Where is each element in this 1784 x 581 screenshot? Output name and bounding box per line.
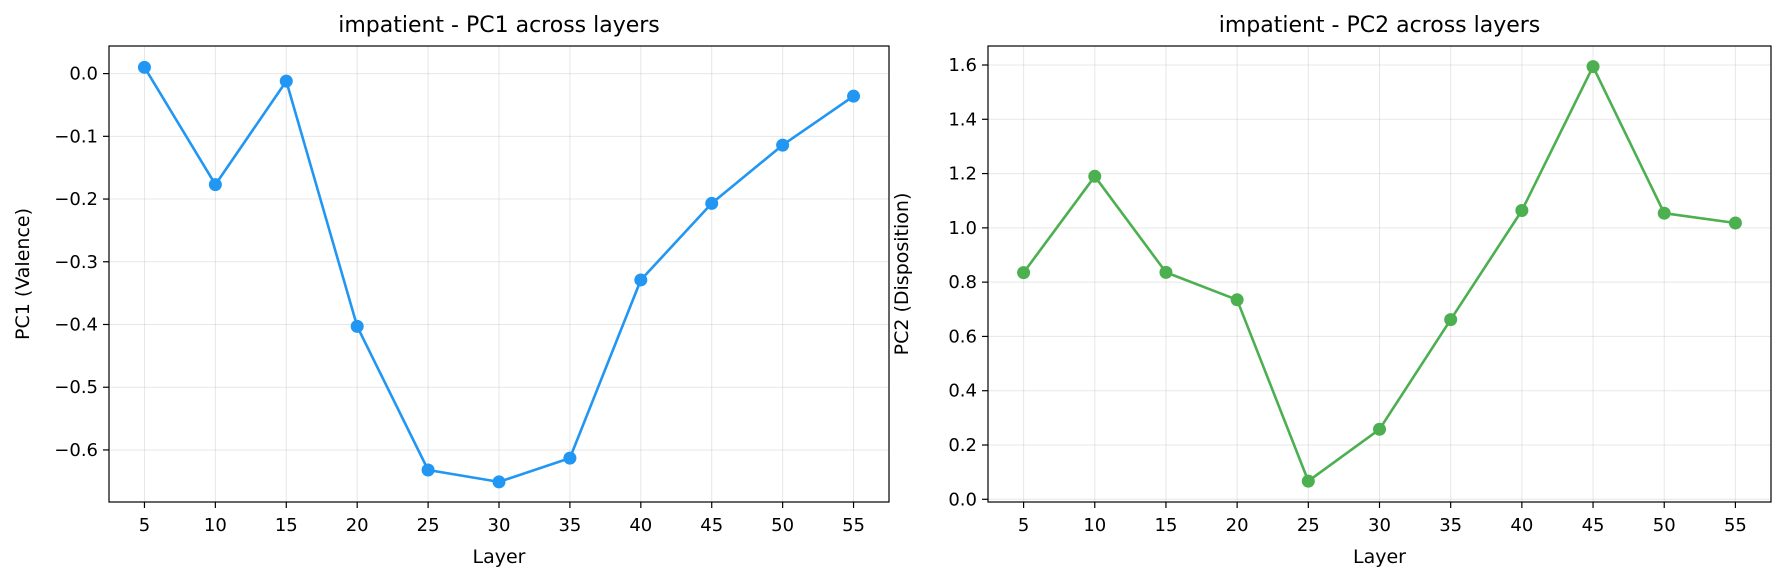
x-tick-label: 20 (346, 515, 369, 536)
x-tick-label: 25 (417, 515, 440, 536)
x-tick-label: 45 (700, 515, 723, 536)
y-tick-label: 0.6 (948, 326, 977, 347)
y-tick-label: −0.5 (54, 377, 98, 398)
x-tick-label: 5 (139, 515, 150, 536)
series-line (137, 60, 861, 489)
y-axis: 0.0 −0.1 −0.2 −0.3 −0.4 −0.5 −0.6 (54, 64, 109, 461)
y-tick-label: −0.6 (54, 440, 98, 461)
data-point (279, 74, 293, 88)
chart-panel-pc2: 5 10 15 20 25 30 35 40 45 50 55 0.0 0.2 0.4 0.6 0.8 1.0… (891, 13, 1772, 568)
x-axis: 5 10 15 20 25 30 35 40 45 50 55 (1018, 502, 1747, 536)
data-point (1017, 266, 1031, 280)
data-point (208, 178, 222, 192)
x-tick-label: 25 (1297, 515, 1320, 536)
data-point (1728, 216, 1742, 230)
x-tick-label: 35 (1439, 515, 1462, 536)
data-point (776, 138, 790, 152)
y-tick-label: −0.3 (54, 252, 98, 273)
x-tick-label: 55 (842, 515, 865, 536)
y-tick-label: 0.0 (69, 64, 98, 85)
x-tick-label: 10 (1083, 515, 1106, 536)
x-tick-label: 35 (558, 515, 581, 536)
data-point (705, 196, 719, 210)
data-point (563, 451, 577, 465)
y-tick-label: 0.4 (948, 381, 977, 402)
x-tick-label: 30 (488, 515, 511, 536)
x-tick-label: 40 (1510, 515, 1533, 536)
x-tick-label: 45 (1582, 515, 1605, 536)
y-axis-label: PC1 (Valence) (12, 208, 34, 340)
y-tick-label: 1.6 (948, 55, 977, 76)
y-tick-label: 0.0 (948, 489, 977, 510)
y-tick-label: 0.2 (948, 435, 977, 456)
y-tick-label: −0.2 (54, 189, 98, 210)
series-line (1017, 60, 1742, 488)
data-point (847, 89, 861, 103)
chart-title: impatient - PC2 across layers (1219, 13, 1541, 38)
x-tick-label: 30 (1368, 515, 1391, 536)
grid (988, 46, 1771, 502)
data-point (1444, 313, 1458, 327)
y-axis-label: PC2 (Disposition) (891, 193, 913, 356)
data-point (634, 273, 648, 287)
data-point (350, 319, 364, 333)
y-tick-label: 1.2 (948, 164, 977, 185)
chart-title: impatient - PC1 across layers (338, 13, 660, 38)
x-tick-label: 50 (1653, 515, 1676, 536)
data-point (1373, 422, 1386, 436)
y-tick-label: 1.0 (948, 218, 977, 239)
data-point (137, 60, 151, 74)
x-tick-label: 20 (1226, 515, 1249, 536)
x-tick-label: 5 (1018, 515, 1029, 536)
x-tick-label: 15 (1155, 515, 1178, 536)
x-tick-label: 40 (629, 515, 652, 536)
data-point (1515, 203, 1529, 217)
data-point (1586, 60, 1600, 74)
y-tick-label: −0.4 (54, 314, 98, 335)
x-axis: 5 10 15 20 25 30 35 40 45 50 55 (139, 502, 865, 536)
chart-panel-pc1: 5 10 15 20 25 30 35 40 45 50 55 0.0 −0.1 −0.2 −0.3 −0.… (12, 13, 890, 568)
x-tick-label: 15 (275, 515, 298, 536)
y-axis: 0.0 0.2 0.4 0.6 0.8 1.0 1.2 1.4 1.6 (948, 55, 988, 510)
x-tick-label: 10 (204, 515, 227, 536)
x-tick-label: 50 (771, 515, 794, 536)
y-tick-label: −0.1 (54, 126, 98, 147)
data-point (1657, 206, 1671, 220)
data-point (1301, 474, 1315, 488)
x-tick-label: 55 (1724, 515, 1747, 536)
data-point (1159, 265, 1173, 279)
y-tick-label: 0.8 (948, 272, 977, 293)
data-point (1088, 169, 1102, 183)
grid (109, 46, 889, 502)
data-point (421, 463, 435, 477)
x-axis-label: Layer (473, 546, 526, 568)
y-tick-label: 1.4 (948, 109, 977, 130)
data-point (492, 475, 506, 489)
data-point (1230, 293, 1244, 307)
x-axis-label: Layer (1353, 546, 1406, 568)
